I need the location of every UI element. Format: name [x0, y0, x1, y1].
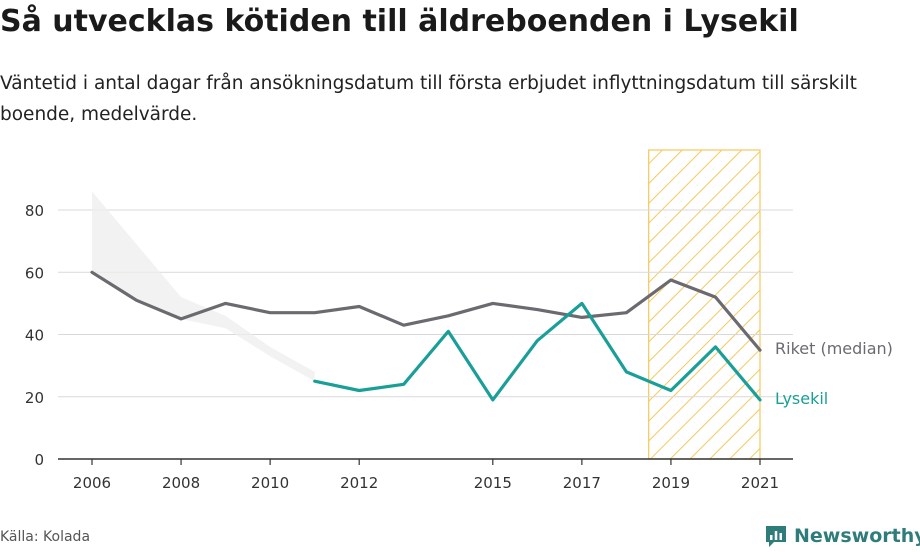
series-line-riket: [90, 270, 762, 352]
x-tick-label: 2006: [73, 474, 111, 492]
range-band: [92, 191, 315, 382]
brand-name: Newsworthy: [794, 525, 920, 547]
y-tick-label: 60: [25, 264, 44, 282]
x-tick-label: 2010: [251, 474, 289, 492]
chart-title: Så utvecklas kötiden till äldreboenden i…: [0, 4, 799, 39]
x-tick-label: 2012: [340, 474, 378, 492]
x-tick-label: 2019: [652, 474, 690, 492]
y-tick-label: 40: [25, 327, 44, 345]
highlight-period: [648, 149, 761, 460]
x-tick-label: 2021: [741, 474, 779, 492]
y-tick-label: 80: [25, 202, 44, 220]
y-tick-label: 0: [34, 451, 44, 469]
x-tick-label: 2017: [563, 474, 601, 492]
series-label-riket: Riket (median): [775, 339, 893, 358]
x-tick-label: 2015: [474, 474, 512, 492]
chart-subtitle: Väntetid i antal dagar från ansökningsda…: [0, 73, 857, 125]
newsworthy-logo-icon: [766, 526, 786, 547]
source-note: Källa: Kolada: [0, 529, 91, 545]
x-tick-label: 2008: [162, 474, 200, 492]
series-label-lysekil: Lysekil: [775, 389, 828, 408]
y-tick-label: 20: [25, 389, 44, 407]
brand-logo: Newsworthy: [764, 521, 920, 551]
series-line-lysekil: [313, 301, 762, 402]
